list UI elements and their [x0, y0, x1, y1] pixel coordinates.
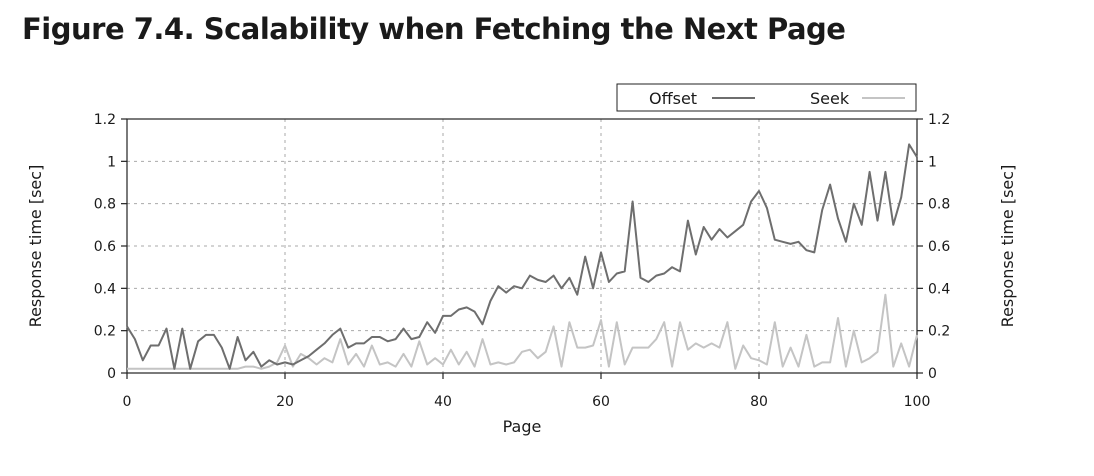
y-tick-label-right: 0.4 — [928, 281, 950, 297]
y-tick-label-left: 0.4 — [94, 281, 116, 297]
y-tick-label-right: 0.2 — [928, 324, 950, 340]
y-tick-label-left: 0 — [107, 366, 116, 382]
y-tick-label-right: 0 — [928, 366, 937, 382]
x-tick-label: 100 — [904, 394, 931, 410]
x-tick-label: 40 — [434, 394, 452, 410]
y-tick-label-left: 0.8 — [94, 197, 116, 213]
y-tick-label-right: 1 — [928, 154, 937, 170]
legend-label-seek: Seek — [810, 89, 850, 108]
y-tick-label-right: 1.2 — [928, 112, 950, 128]
y-tick-label-right: 0.8 — [928, 197, 950, 213]
x-tick-label: 80 — [750, 394, 768, 410]
x-axis-label: Page — [503, 417, 542, 436]
series-line-offset — [126, 143, 918, 370]
y-tick-label-left: 0.2 — [94, 324, 116, 340]
figure-title: Figure 7.4. Scalability when Fetching th… — [22, 12, 846, 46]
grid-lines — [127, 119, 917, 373]
x-tick-label: 20 — [276, 394, 294, 410]
y-tick-label-left: 1 — [107, 154, 116, 170]
x-tick-label: 60 — [592, 394, 610, 410]
series-lines — [126, 143, 918, 370]
axes: 0 00.2 0.20.4 0.40.6 0.60.8 0.81 11.2 1.20 20 40 6… — [94, 112, 951, 410]
x-tick-label: 0 — [123, 394, 132, 410]
y-tick-label-left: 1.2 — [94, 112, 116, 128]
y-tick-label-right: 0.6 — [928, 239, 950, 255]
y-axis-label-left: Response time [sec] — [26, 165, 45, 328]
y-tick-label-left: 0.6 — [94, 239, 116, 255]
y-axis-label-right: Response time [sec] — [998, 165, 1017, 328]
legend-label-offset: Offset — [649, 89, 697, 108]
series-line-seek — [127, 293, 918, 370]
legend: Offset Seek — [616, 83, 917, 112]
